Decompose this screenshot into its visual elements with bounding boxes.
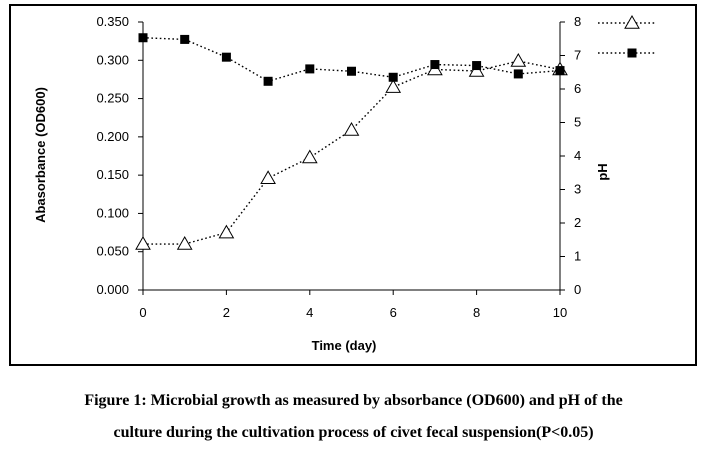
figure-caption-line-1: Figure 1: Microbial growth as measured b… — [84, 392, 623, 409]
absorbance-data-point — [135, 236, 151, 250]
absorbance-data-point — [260, 170, 276, 184]
x-tick-label: 2 — [223, 305, 230, 320]
legend — [598, 14, 655, 58]
ph-data-point — [513, 69, 523, 79]
dual-axis-line-chart: 0.000 0.050 0.100 0.150 0.200 0.250 0.300 0.350… — [33, 14, 655, 353]
right-tick-label: 1 — [574, 249, 581, 264]
right-tick-label: 0 — [574, 282, 581, 297]
x-tick-label: 10 — [553, 305, 567, 320]
left-tick-label: 0.250 — [96, 91, 129, 106]
right-tick-label: 2 — [574, 215, 581, 230]
ph-data-point — [388, 72, 398, 82]
right-tick-label: 4 — [574, 148, 581, 163]
figure-caption-line-2: culture during the cultivation process o… — [113, 424, 594, 441]
ph-data-point — [180, 34, 190, 44]
ph-data-point — [221, 52, 231, 62]
x-tick-label: 8 — [473, 305, 480, 320]
left-tick-label: 0.000 — [96, 282, 129, 297]
ph-data-point — [138, 33, 148, 43]
ph-data-point — [305, 64, 315, 74]
right-tick-label: 6 — [574, 81, 581, 96]
ph-data-point — [263, 76, 273, 86]
x-tick-label: 6 — [390, 305, 397, 320]
x-tick-label: 0 — [139, 305, 146, 320]
legend-marker-ph — [627, 48, 637, 58]
x-tick-label: 4 — [306, 305, 313, 320]
absorbance-data-point — [510, 53, 527, 67]
tick-labels: 0.000 0.050 0.100 0.150 0.200 0.250 0.300 0.350… — [96, 14, 581, 320]
absorbance-data-point — [385, 79, 402, 93]
absorbance-data-point — [343, 121, 360, 136]
right-tick-label: 3 — [574, 182, 581, 197]
figure-frame — [9, 4, 697, 366]
absorbance-data-point — [301, 149, 318, 164]
ph-data-point — [347, 66, 356, 76]
right-tick-label: 8 — [574, 14, 581, 29]
ph-data-point — [472, 61, 482, 71]
legend-marker-absorbance — [624, 14, 640, 29]
right-tick-label: 7 — [574, 48, 581, 63]
left-y-axis-title: Abasorbance (OD600) — [33, 87, 48, 223]
chart-axes — [138, 21, 565, 295]
absorbance-data-point — [218, 224, 235, 239]
series-layer — [135, 33, 568, 250]
x-axis-title: Time (day) — [312, 338, 377, 353]
left-tick-label: 0.100 — [96, 205, 129, 220]
ph-data-point — [555, 66, 565, 76]
left-tick-label: 0.300 — [96, 52, 129, 67]
right-tick-label: 5 — [574, 115, 581, 130]
absorbance-series-line — [143, 60, 561, 245]
ph-data-point — [430, 60, 440, 70]
ph-series-line — [142, 37, 561, 83]
left-tick-label: 0.350 — [96, 14, 129, 29]
left-tick-label: 0.200 — [96, 129, 129, 144]
absorbance-data-point — [176, 236, 193, 250]
right-y-axis-title: pH — [595, 163, 610, 180]
left-tick-label: 0.050 — [96, 244, 129, 259]
left-tick-label: 0.150 — [96, 167, 129, 182]
absorbance-data-point — [468, 62, 485, 77]
